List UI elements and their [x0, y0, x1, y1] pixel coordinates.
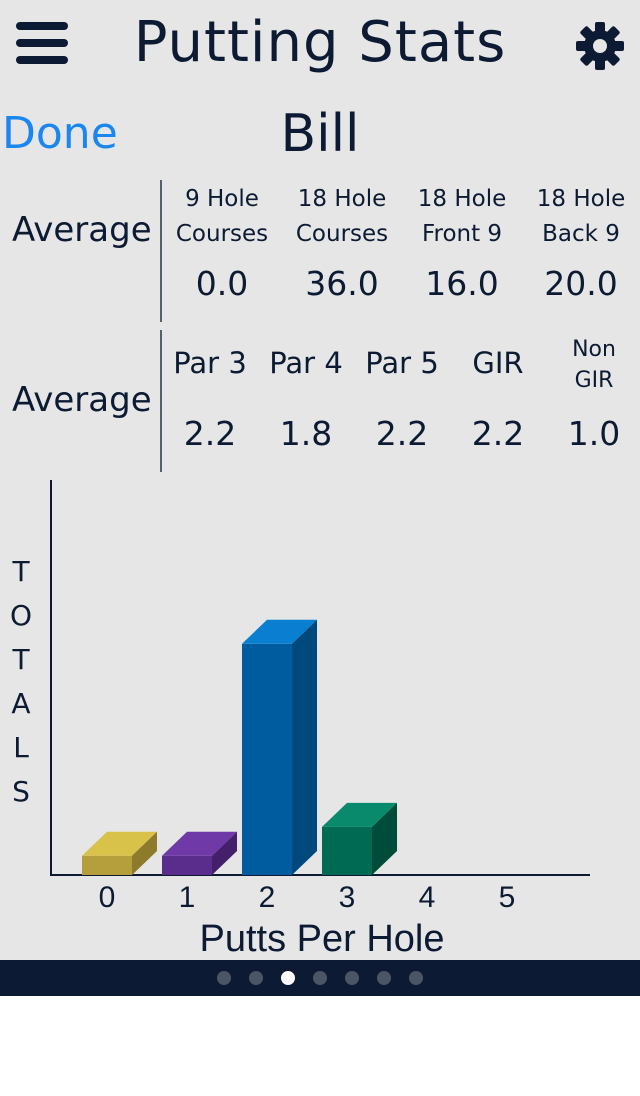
done-button[interactable]: Done [2, 108, 118, 159]
player-name: Bill [280, 104, 360, 164]
x-tick-label-2: 2 [259, 881, 276, 914]
value-par-5: 2.2 [375, 414, 429, 453]
page-dot-4[interactable] [313, 971, 327, 985]
x-tick-label-0: 0 [99, 881, 116, 914]
page-dot-2[interactable] [249, 971, 263, 985]
bar-1-front [162, 855, 212, 875]
page-dot-3[interactable] [281, 971, 295, 985]
x-tick-label-3: 3 [339, 881, 356, 914]
value-gir: 2.2 [471, 414, 525, 453]
value-non-gir: 1.0 [567, 414, 621, 453]
value-18-hole-courses: 36.0 [305, 264, 379, 303]
putting-stats-screen: Putting Stats Done Bill Average 9 Hole Co… [0, 0, 640, 960]
bar-2-top [242, 619, 317, 644]
col-header-18-hole-courses: 18 Hole Courses [295, 186, 389, 247]
page-dots [0, 960, 640, 996]
bar-0-front [82, 855, 132, 875]
col-header-par-3: Par 3 [173, 346, 247, 380]
value-par-4: 1.8 [279, 414, 333, 453]
divider [160, 180, 162, 322]
x-axis-title: Putts Per Hole [199, 918, 445, 960]
bar-2-side [292, 619, 317, 875]
x-tick-label-1: 1 [179, 881, 196, 914]
chart-plot: 0 1 2 3 4 5 [50, 480, 590, 914]
average-label: Average [12, 210, 152, 250]
page-title: Putting Stats [133, 10, 507, 75]
bar-3-top [322, 802, 397, 827]
bar-3-front [322, 826, 372, 875]
col-header-par-4: Par 4 [269, 346, 343, 380]
col-header-gir: GIR [472, 346, 524, 380]
page-dot-6[interactable] [377, 971, 391, 985]
divider [160, 330, 162, 472]
bar-1-side [212, 831, 237, 875]
y-axis-title-letter: O [9, 599, 33, 632]
page-indicator-bar [0, 960, 640, 996]
bar-2-front [242, 643, 292, 875]
col-header-par-5: Par 5 [365, 346, 439, 380]
col-header-18-hole-back-9: 18 Hole Back 9 [536, 186, 626, 247]
col-header-9-hole-courses: 9 Hole Courses [175, 186, 269, 247]
y-axis-title-letter: A [11, 687, 31, 720]
value-9-hole-courses: 0.0 [195, 264, 249, 303]
y-axis-title-letter: L [13, 731, 29, 764]
page-dot-5[interactable] [345, 971, 359, 985]
x-tick-label-5: 5 [499, 881, 516, 914]
y-axis-title-letter: S [12, 775, 30, 808]
col-header-18-hole-front-9: 18 Hole Front 9 [417, 186, 507, 247]
value-18-hole-front-9: 16.0 [425, 264, 499, 303]
x-tick-label-4: 4 [419, 881, 436, 914]
value-18-hole-back-9: 20.0 [544, 264, 618, 303]
gear-icon[interactable] [574, 20, 626, 72]
page-dot-7[interactable] [409, 971, 423, 985]
y-axis-title-letter: T [12, 555, 30, 588]
hamburger-menu-icon[interactable] [16, 22, 68, 64]
bar-0-side [132, 831, 157, 875]
bar-3-side [372, 802, 397, 875]
col-header-non-gir: Non GIR [572, 337, 616, 393]
y-axis-title-letter: T [12, 643, 30, 676]
value-par-3: 2.2 [183, 414, 237, 453]
average-label: Average [12, 380, 152, 420]
page-dot-1[interactable] [217, 971, 231, 985]
